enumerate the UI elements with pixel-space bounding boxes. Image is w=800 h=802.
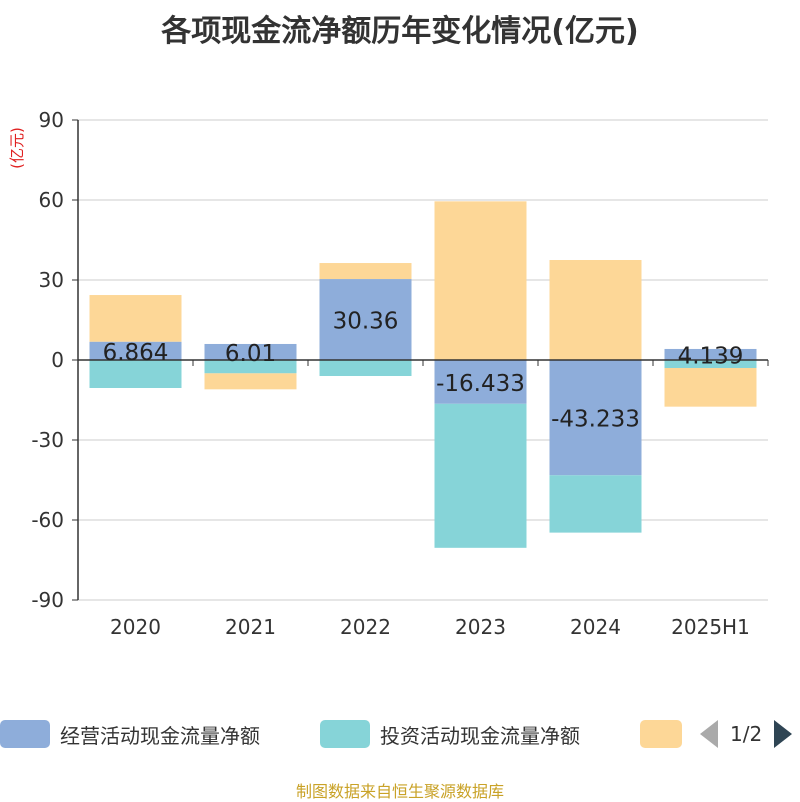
bar-series-0-2020 — [89, 341, 182, 360]
legend-swatch-operating — [0, 720, 50, 748]
bar-series-1-2021 — [204, 360, 297, 374]
y-tick-label: -90 — [31, 588, 64, 612]
y-tick-label: -30 — [31, 428, 64, 452]
legend: 经营活动现金流量净额 投资活动现金流量净额 1/2 — [0, 716, 800, 756]
bar-series-1-2020 — [89, 360, 182, 388]
x-tick-label: 2023 — [455, 615, 506, 639]
x-tick-label: 2022 — [340, 615, 391, 639]
data-label: -16.433 — [436, 371, 525, 397]
source-footer: 制图数据来自恒生聚源数据库 — [295, 782, 504, 801]
bar-series-1-2023 — [434, 403, 527, 548]
x-tick-label: 2025H1 — [671, 615, 750, 639]
bar-series-0-2021 — [204, 343, 297, 360]
bar-series-0-2024 — [549, 360, 642, 476]
legend-label-investing: 投资活动现金流量净额 — [380, 723, 580, 748]
bar-series-1-2025H1 — [664, 360, 757, 368]
bar-series-2-2022 — [319, 263, 412, 280]
data-labels: 6.864 6.01 30.36 -16.433 -43.233 4.139 — [103, 309, 744, 433]
y-tick-label: -60 — [31, 508, 64, 532]
legend-page-indicator: 1/2 — [730, 722, 763, 746]
legend-pager: 1/2 — [700, 716, 793, 752]
bar-series-0-2025H1 — [664, 348, 757, 360]
y-tick-label: 60 — [39, 188, 64, 212]
x-tick-label: 2021 — [225, 615, 276, 639]
y-tick-label: 30 — [39, 268, 64, 292]
data-label: -43.233 — [551, 407, 640, 433]
legend-label-operating: 经营活动现金流量净额 — [60, 723, 260, 748]
next-page-icon[interactable] — [774, 720, 793, 748]
data-label: 4.139 — [678, 343, 744, 369]
x-tick-label: 2020 — [110, 615, 161, 639]
y-axis-label: (亿元) — [8, 127, 26, 169]
bar-series-0-2023 — [434, 360, 527, 404]
data-label: 6.01 — [225, 341, 276, 367]
bar-series-1-2024 — [549, 475, 642, 533]
bars — [89, 201, 757, 548]
legend-swatch-investing — [320, 720, 370, 748]
data-label: 30.36 — [333, 309, 399, 335]
bar-series-1-2022 — [319, 360, 412, 376]
legend-swatch-third — [640, 720, 682, 748]
data-label: 6.864 — [103, 340, 169, 366]
bar-series-2-2021 — [204, 373, 297, 390]
bar-series-2-2020 — [89, 295, 182, 342]
legend-item-operating[interactable]: 经营活动现金流量净额 — [0, 716, 260, 752]
prev-page-icon[interactable] — [700, 720, 718, 748]
y-tick-label: 0 — [51, 348, 64, 372]
chart-title: 各项现金流净额历年变化情况(亿元) — [161, 14, 639, 49]
bar-series-2-2025H1 — [664, 368, 757, 407]
legend-item-investing[interactable]: 投资活动现金流量净额 — [320, 716, 580, 752]
bar-series-2-2023 — [434, 201, 527, 360]
axes: 90 60 30 0 -30 -60 -90 (亿元) 2020 2021 2022 2023 2024… — [8, 108, 769, 639]
x-tick-label: 2024 — [570, 615, 621, 639]
y-tick-label: 90 — [39, 108, 64, 132]
bar-series-2-2024 — [549, 260, 642, 360]
legend-item-third[interactable] — [640, 716, 682, 752]
bar-series-0-2022 — [319, 279, 412, 360]
